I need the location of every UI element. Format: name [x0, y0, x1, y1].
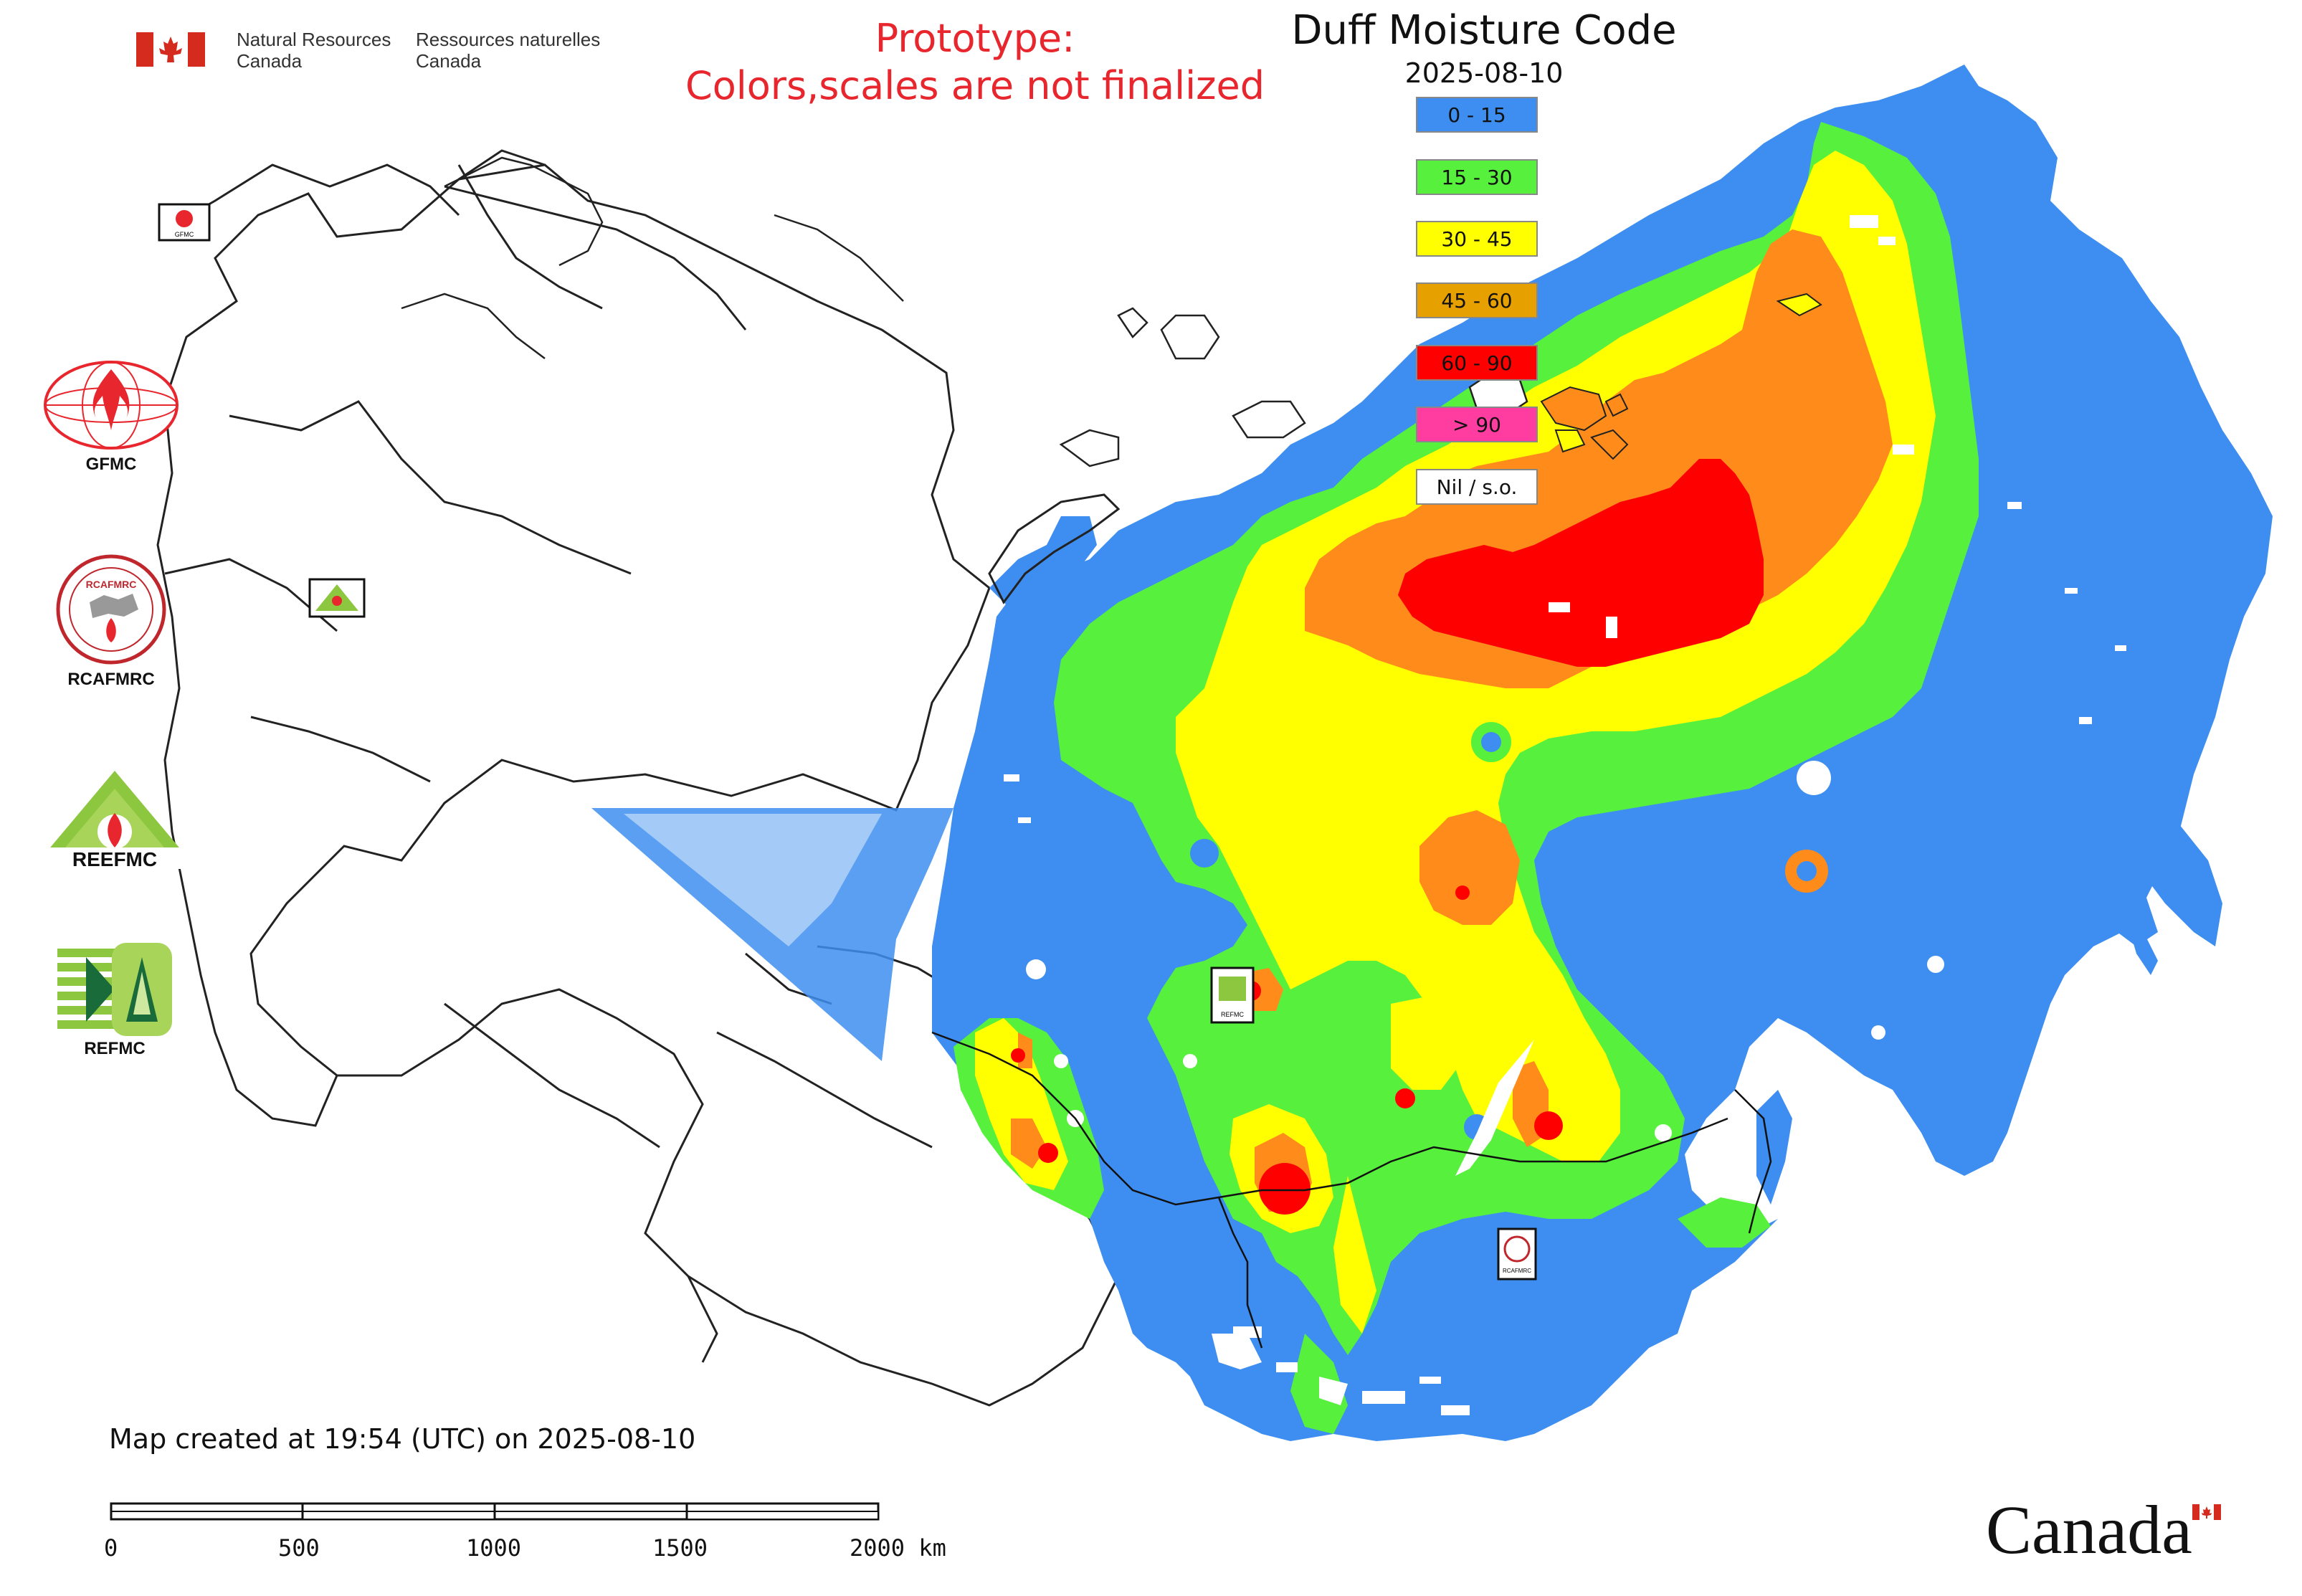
map-date: 2025-08-10	[1404, 57, 1564, 89]
legend-item: 30 - 45	[1416, 221, 1538, 257]
scale-tick-label: 500	[278, 1534, 320, 1562]
marker-refmc-map[interactable]: REFMC	[1210, 966, 1255, 1024]
new-siberian-islands	[1540, 386, 1629, 460]
legend-item: 45 - 60	[1416, 282, 1538, 318]
marker-rcafmrc-map[interactable]: RCAFMRC	[1497, 1227, 1537, 1281]
legend-item: > 90	[1416, 407, 1538, 442]
arctic-islands	[1059, 307, 1528, 467]
legend-item: 60 - 90	[1416, 345, 1538, 381]
zone-0-15-kamchatka	[1986, 358, 2222, 946]
refmc-label: REFMC	[84, 1039, 146, 1058]
scale-bar	[110, 1502, 880, 1521]
country-outlines-west	[156, 149, 1120, 1407]
marker-gfmc-map[interactable]: GFMC	[158, 203, 211, 242]
wrangel-island	[1776, 293, 1822, 317]
nrcan-french-signature: Ressources naturelles Canada	[416, 29, 601, 72]
canada-wordmark-flag-icon	[2192, 1504, 2221, 1520]
kuril-islands	[2122, 903, 2158, 975]
borders-inner	[931, 1031, 1772, 1349]
nrcan-english-signature: Natural Resources Canada	[237, 29, 391, 72]
nil-specks	[1004, 215, 2126, 1415]
prototype-notice-line1: Prototype:	[875, 16, 1075, 61]
svg-text:RCAFMRC: RCAFMRC	[1503, 1268, 1531, 1274]
dmc-region	[932, 65, 2273, 1441]
rcafmrc-logo: RCAFMRC RCAFMRC	[39, 552, 183, 690]
scale-tick-label: 1000	[466, 1534, 522, 1562]
rcafmrc-label: RCAFMRC	[67, 670, 155, 689]
gfmc-logo: GFMC	[39, 358, 183, 475]
legend-item: 0 - 15	[1416, 97, 1538, 133]
map-created-note: Map created at 19:54 (UTC) on 2025-08-10	[109, 1423, 696, 1455]
reefmc-logo: REEFMC	[36, 767, 194, 878]
data-artifact-streak	[591, 808, 953, 1061]
svg-text:RCAFMRC: RCAFMRC	[86, 579, 137, 590]
svg-text:REFMC: REFMC	[1221, 1011, 1244, 1018]
coast-details-northwest	[401, 156, 904, 359]
svg-text:REEFMC: REEFMC	[72, 848, 157, 870]
scale-tick-label: 0	[104, 1534, 118, 1562]
scale-tick-label: 2000 km	[850, 1534, 946, 1562]
prototype-notice-line2: Colors,scales are not finalized	[685, 63, 1265, 108]
legend-item: 15 - 30	[1416, 159, 1538, 195]
refmc-logo: REFMC	[57, 943, 172, 1059]
nil-south	[1212, 1334, 1348, 1405]
legend-item: Nil / s.o.	[1416, 469, 1538, 505]
canada-wordmark: Canada	[1986, 1491, 2192, 1568]
gfmc-label: GFMC	[85, 455, 137, 474]
zone-60-90	[1398, 459, 1764, 667]
canada-flag-icon	[136, 32, 205, 67]
svg-text:GFMC: GFMC	[175, 231, 194, 238]
marker-reefmc-map[interactable]	[308, 578, 366, 618]
map-title: Duff Moisture Code	[1291, 7, 1677, 54]
scale-tick-label: 1500	[652, 1534, 708, 1562]
